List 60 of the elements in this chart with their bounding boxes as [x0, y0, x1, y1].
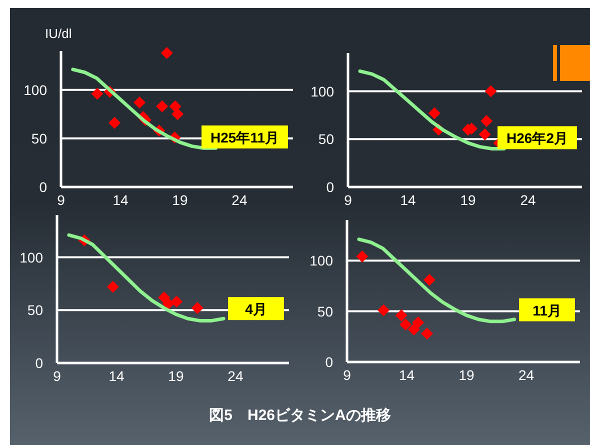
y-tick-label: 50: [27, 302, 44, 318]
point: [400, 318, 412, 330]
x-tick-label: 19: [460, 192, 476, 208]
point: [356, 250, 368, 263]
point: [412, 316, 424, 328]
y-tick-label: 0: [325, 354, 334, 370]
point: [480, 114, 493, 127]
caption: 図5 H26ビタミンAの推移: [209, 407, 391, 424]
y-tick-label: 0: [326, 179, 334, 195]
point: [160, 46, 173, 59]
line-series: [67, 233, 226, 322]
x-tick-label: 14: [400, 192, 416, 208]
x-tick-label: 24: [520, 192, 536, 208]
point: [172, 108, 184, 120]
point: [108, 116, 121, 129]
annotation: H25年11月: [210, 129, 279, 146]
x-tick-label: 9: [343, 367, 352, 383]
point: [408, 324, 420, 336]
x-tick-label: 14: [108, 368, 124, 384]
point: [158, 291, 170, 304]
x-tick-label: 9: [57, 192, 66, 208]
line-series: [357, 238, 516, 324]
x-tick-label: 19: [172, 192, 188, 208]
y-tick-label: 50: [317, 303, 334, 320]
y-tick-label: 50: [31, 130, 48, 146]
y-tick-label: 100: [20, 249, 44, 266]
point: [134, 96, 146, 108]
y-tick-label: 100: [310, 252, 334, 269]
x-tick-label: 19: [168, 368, 184, 384]
x-tick-label: 9: [344, 192, 352, 208]
point: [421, 328, 434, 340]
x-tick-label: 14: [112, 192, 128, 208]
x-tick-label: 24: [518, 367, 534, 383]
y-tick-label: 100: [310, 83, 334, 100]
y-tick-label: 50: [318, 131, 334, 148]
y-axis-title: IU/dl: [45, 26, 72, 41]
x-tick-label: 14: [398, 367, 415, 383]
annotation: 11月: [532, 302, 562, 318]
y-tick-label: 100: [24, 82, 48, 98]
y-tick-label: 0: [39, 179, 48, 195]
x-tick-label: 9: [53, 368, 62, 384]
x-tick-label: 19: [458, 367, 474, 383]
point: [91, 88, 104, 100]
point: [156, 100, 168, 112]
point: [170, 296, 183, 308]
point: [106, 280, 119, 293]
point: [478, 128, 491, 140]
y-tick-label: 0: [35, 355, 44, 371]
point: [378, 304, 390, 316]
point: [395, 309, 408, 322]
annotation: 4月: [245, 301, 267, 318]
point: [169, 100, 182, 112]
point: [423, 274, 436, 286]
point: [484, 85, 497, 98]
line-series: [358, 69, 506, 150]
point: [191, 302, 204, 314]
point: [428, 107, 440, 120]
x-tick-label: 24: [228, 368, 244, 384]
annotation: H26年2月: [506, 130, 568, 146]
x-tick-label: 24: [232, 192, 248, 208]
